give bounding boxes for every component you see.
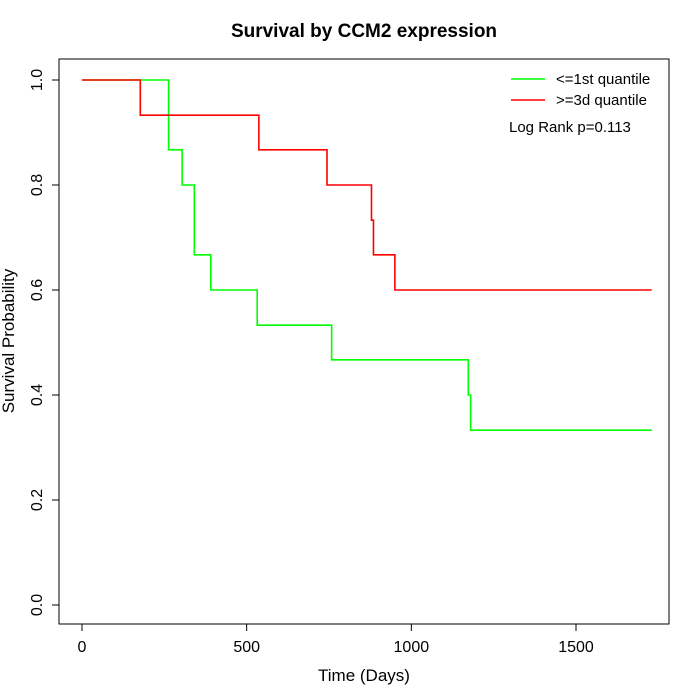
y-tick-label: 0.4 (29, 384, 46, 406)
y-tick-label: 0.0 (29, 594, 46, 616)
series-line-2 (82, 79, 652, 291)
x-tick-label: 1500 (558, 639, 594, 656)
chart-title: Survival by CCM2 expression (231, 21, 497, 42)
legend: <=1st quantile >=3d quantile (511, 71, 650, 109)
plot-frame (58, 58, 670, 625)
y-axis: 0.0 0.2 0.4 0.6 0.8 1.0 (29, 69, 60, 616)
y-tick-label: 0.6 (29, 279, 46, 301)
series-line-1 (82, 79, 652, 431)
x-tick-label: 500 (233, 639, 260, 656)
series-layer (82, 79, 652, 431)
log-rank-annotation: Log Rank p=0.113 (509, 119, 631, 136)
y-tick-label: 0.2 (29, 489, 46, 511)
y-tick-label: 0.8 (29, 174, 46, 196)
x-tick-label: 0 (78, 639, 87, 656)
y-axis-label: Survival Probability (0, 268, 18, 413)
y-tick-label: 1.0 (29, 69, 46, 91)
legend-label: >=3d quantile (556, 92, 647, 109)
x-tick-label: 1000 (394, 639, 430, 656)
x-axis: 0 500 1000 1500 (78, 623, 594, 656)
x-axis-label: Time (Days) (318, 666, 410, 685)
legend-label: <=1st quantile (556, 71, 650, 88)
